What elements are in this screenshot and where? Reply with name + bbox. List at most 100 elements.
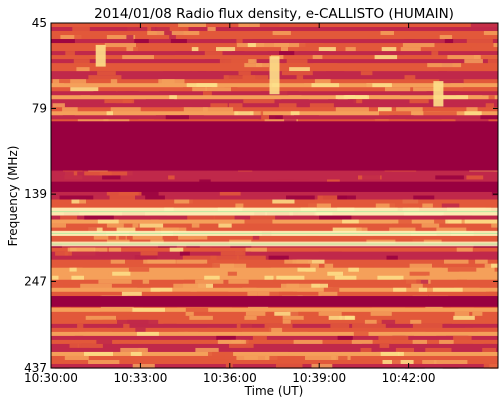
texture-speckle [179,251,190,257]
channel-row [51,47,498,52]
texture-speckle [147,259,176,265]
texture-speckle [216,335,236,341]
y-tick-label: 45 [32,16,47,30]
texture-speckle [470,23,498,28]
texture-speckle [296,75,304,80]
texture-speckle [286,195,315,201]
texture-speckle [85,315,116,321]
texture-speckle [326,71,345,76]
texture-speckle [409,271,430,277]
texture-speckle [252,235,260,241]
texture-speckle [59,79,71,84]
texture-speckle [323,287,340,293]
texture-speckle [231,219,243,225]
texture-speckle [150,287,173,293]
texture-speckle [377,275,404,281]
texture-speckle [379,111,412,116]
texture-speckle [380,31,394,36]
texture-speckle [439,35,453,40]
texture-speckle [273,279,281,285]
texture-speckle [59,307,71,313]
texture-speckle [362,175,381,181]
texture-speckle [305,355,339,361]
texture-speckle [351,23,362,28]
texture-speckle [335,95,370,100]
texture-speckle [244,219,273,225]
texture-speckle [164,83,184,88]
texture-speckle [367,35,393,40]
channel-row [51,347,498,353]
texture-speckle [348,267,359,273]
channel-row [51,259,498,265]
texture-speckle [365,83,373,88]
texture-speckle [178,23,206,28]
texture-speckle [395,347,414,353]
texture-speckle [317,195,338,201]
texture-speckle [228,79,258,84]
texture-speckle [332,67,350,72]
texture-speckle [228,279,249,285]
texture-speckle [84,351,113,357]
texture-speckle [204,51,223,56]
texture-speckle [431,51,439,56]
texture-speckle [163,323,177,329]
texture-speckle [491,87,498,92]
texture-speckle [272,171,287,177]
texture-speckle [69,343,79,349]
texture-speckle [413,87,441,92]
channel-row [51,35,498,40]
texture-speckle [411,283,423,289]
texture-speckle [475,67,498,72]
texture-speckle [413,195,435,201]
texture-speckle [360,71,373,76]
x-tick-label: 10:42:00 [382,371,436,385]
texture-speckle [412,339,427,345]
texture-speckle [426,275,439,281]
texture-speckle [108,247,122,253]
texture-speckle [109,195,135,201]
texture-speckle [119,27,148,32]
texture-speckle [70,87,99,92]
texture-speckle [72,27,90,32]
y-tick-label: 437 [24,361,47,375]
texture-speckle [178,331,188,337]
texture-speckle [51,223,66,229]
texture-speckle [105,287,138,293]
texture-speckle [134,39,149,44]
texture-speckle [409,99,429,104]
y-axis: 45 79 139 247 437 [24,16,498,375]
texture-speckle [405,363,425,369]
texture-speckle [281,47,288,52]
texture-speckle [310,263,319,269]
texture-speckle [71,251,100,257]
texture-speckle [122,55,154,60]
texture-speckle [312,191,346,197]
texture-speckle [404,39,415,44]
texture-speckle [370,311,392,317]
texture-speckle [484,203,498,209]
texture-speckle [59,195,94,201]
texture-speckle [459,271,491,277]
texture-speckle [441,103,454,108]
texture-speckle [185,311,194,317]
texture-speckle [175,51,192,56]
texture-speckle [369,95,401,100]
texture-speckle [130,91,139,96]
texture-speckle [313,63,338,68]
texture-speckle [423,111,457,116]
texture-speckle [106,103,116,108]
channel-row [51,271,498,277]
texture-speckle [255,43,289,48]
texture-speckle [284,63,307,68]
channel-row [51,307,498,313]
texture-speckle [452,343,473,349]
texture-speckle [301,23,311,28]
texture-speckle [289,67,310,72]
texture-speckle [334,275,357,281]
texture-speckle [117,91,134,96]
texture-speckle [122,99,133,104]
texture-speckle [227,271,237,277]
saturated-band [51,181,498,192]
texture-speckle [450,83,463,88]
texture-speckle [219,191,241,197]
